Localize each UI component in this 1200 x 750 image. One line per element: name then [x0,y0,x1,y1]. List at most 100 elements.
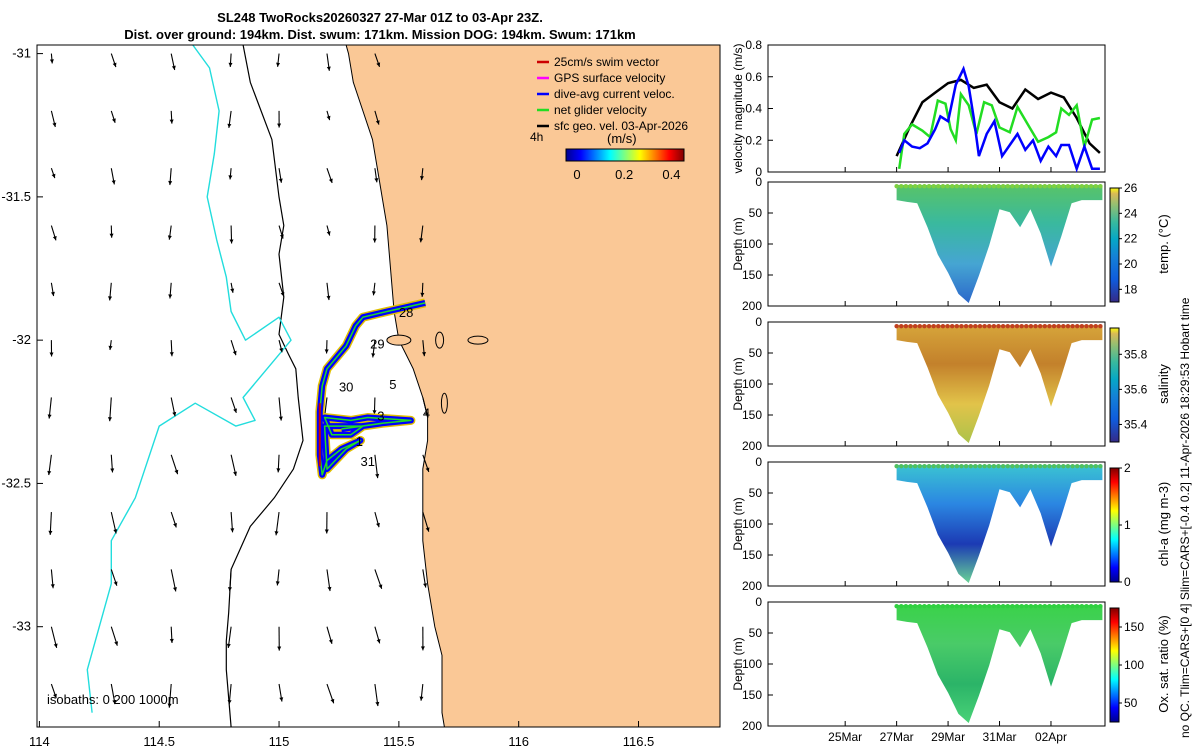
oxygen-surface-sample [977,604,983,609]
sfc-geo-vector-head [423,583,428,588]
sfc-geo-vector-head [278,416,283,421]
temperature-surface-sample [977,184,983,189]
map-panel: 28 29 30 5 4 31 31 114 114.5 115 115.5 116 116.5 -31 -… [1,44,721,749]
chlorophyll-surface-sample [1065,464,1071,469]
sfc-geo-vector-head [326,231,331,236]
sfc-geo-vector-head [330,698,335,704]
sfc-geo-vector-head [326,295,331,301]
oxygen-ylabel: Depth (m) [731,637,745,690]
salinity-surface-sample [1056,324,1061,329]
temperature-surface-sample [949,184,955,189]
temperature-surface-sample [1079,184,1085,189]
sfc-geo-vector-head [328,639,333,644]
sfc-geo-vector-head [229,239,234,244]
oxygen-ytick-label: 100 [742,657,762,671]
oxygen-ytick-label: 50 [749,626,763,640]
oxygen-ytick-label: 200 [742,719,762,733]
temperature-surface-sample [922,184,927,189]
chlorophyll-surface-sample [945,464,950,469]
chlorophyll-surface-sample [1079,464,1085,469]
temperature-colorbar-tick-label: 20 [1124,257,1138,271]
chlorophyll-surface-sample [1093,464,1098,469]
day-label: 29 [370,337,384,352]
sfc-geo-vector-head [375,120,380,125]
temperature-colorbar-tick-label: 24 [1124,206,1138,220]
colorbar-tick-label: 0 [573,167,580,182]
sfc-geo-vector-head [425,467,430,472]
oxygen-surface-sample [1033,604,1038,609]
oxygen-surface-sample [991,604,997,609]
sfc-geo-vector-head [169,119,174,124]
salinity-surface-sample [908,324,913,329]
temperature-surface-sample [1037,184,1043,189]
salinity-surface-sample [1028,324,1034,329]
chlorophyll-section [896,465,1103,583]
velocity-series-net-glider-velocity [897,90,1101,169]
oxygen-colorbar-tick-label: 50 [1124,696,1138,710]
salinity-surface-sample [1014,324,1020,329]
map-frame [36,44,721,728]
sfc-geo-vector-head [47,414,52,419]
map-ytick-label: -33 [12,619,31,634]
chlorophyll-surface-sample [973,464,978,469]
salinity-surface-sample [1047,324,1052,329]
temperature-surface-sample [968,184,973,189]
oxygen-surface-sample [1047,604,1052,609]
sfc-geo-vector-head [274,531,279,536]
chlorophyll-surface-sample [1042,464,1048,469]
oxygen-colorbar-label: Ox. sat. ratio (%) [1156,615,1171,713]
sfc-geo-vector-head [279,347,284,353]
sfc-geo-vector-head [169,352,174,357]
salinity-surface-sample [1061,324,1066,329]
chlorophyll-surface-sample [1024,464,1029,469]
oxygen-surface-sample [936,604,941,609]
day-label: 31 [361,454,375,469]
temperature-surface-sample [1024,184,1029,189]
sfc-geo-vector-head [324,349,329,354]
chlorophyll-surface-sample [977,464,983,469]
chlorophyll-surface-sample [954,464,960,469]
sfc-geo-vector-head [50,584,55,589]
temperature-surface-sample [1056,184,1061,189]
oxygen-surface-sample [1051,604,1057,609]
temperature-ytick-label: 200 [742,299,762,313]
chlorophyll-surface-sample [1098,464,1103,469]
chlorophyll-surface-sample [1010,464,1015,469]
oxygen-surface-sample [996,604,1001,609]
sfc-geo-vector-head [50,291,55,297]
chlorophyll-ytick-label: 200 [742,579,762,593]
salinity-surface-sample [1024,324,1029,329]
chlorophyll-surface-sample [1070,464,1075,469]
sfc-geo-vector-head [276,62,281,67]
temperature-ytick-label: 50 [749,206,763,220]
sfc-geo-vector-head [375,473,380,479]
sfc-geo-vector-head [279,697,284,702]
oxygen-surface-sample [954,604,960,609]
sfc-geo-vector-head [168,180,173,186]
temperature-surface-sample [894,184,899,189]
salinity-surface-sample [1079,324,1085,329]
sfc-geo-vector-head [227,587,232,592]
sfc-geo-vector-head [49,352,54,357]
salinity-surface-sample [991,324,997,329]
sfc-geo-vector-head [53,643,58,648]
sfc-geo-vector-head [276,468,281,473]
chlorophyll-surface-sample [963,464,969,469]
sfc-geo-vector-head [48,530,53,535]
oxygen-colorbar-tick-label: 150 [1124,620,1144,634]
temperature-surface-sample [991,184,997,189]
sfc-geo-vector-head [233,471,237,476]
chlorophyll-ytick-label: 100 [742,517,762,531]
salinity-surface-sample [996,324,1001,329]
sfc-geo-vector-head [227,123,232,128]
oxygen-surface-sample [908,604,913,609]
salinity-ylabel: Depth (m) [731,357,745,410]
time-tick-label: 29Mar [931,730,965,744]
sfc-geo-vector-head [278,178,283,183]
colorbar-unit: (m/s) [607,131,637,146]
salinity-colorbar-tick-label: 35.4 [1124,417,1148,431]
title-line-2: Dist. over ground: 194km. Dist. swum: 17… [124,27,636,42]
salinity-surface-sample [899,324,904,329]
